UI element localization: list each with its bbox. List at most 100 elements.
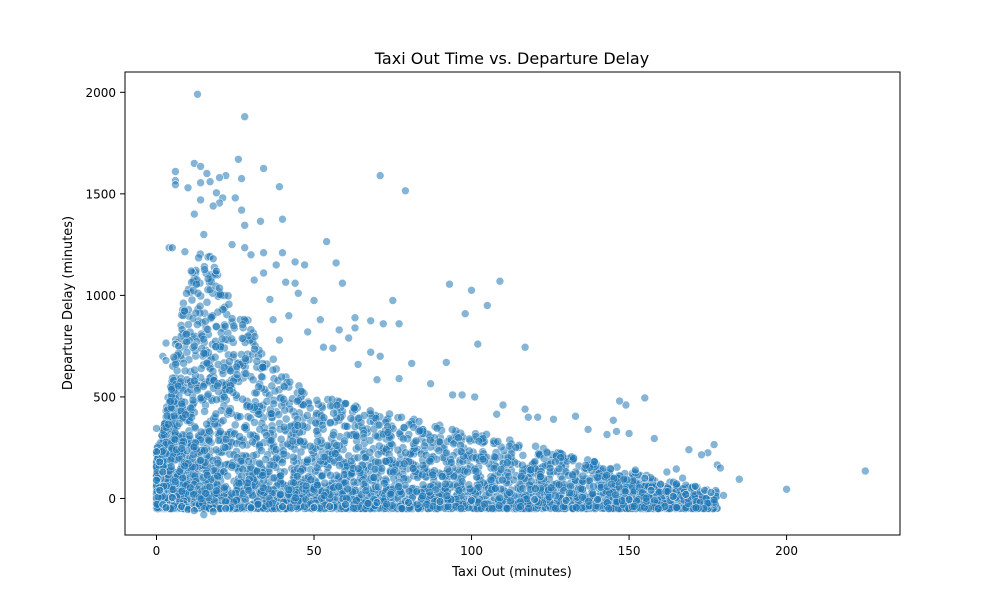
scatter-point	[561, 496, 571, 505]
dense-point	[602, 470, 611, 480]
dense-point	[629, 502, 639, 511]
scatter-point	[350, 323, 360, 333]
dense-point	[207, 313, 216, 322]
scatter-point	[366, 316, 376, 326]
dense-point	[227, 314, 237, 323]
dense-point	[464, 434, 474, 444]
dense-point	[190, 423, 200, 433]
dense-point	[180, 306, 189, 316]
dense-point	[218, 416, 228, 425]
scatter-point	[215, 173, 224, 182]
scatter-point	[259, 164, 268, 173]
dense-point	[215, 283, 224, 293]
dense-point	[370, 464, 380, 474]
dense-point	[200, 265, 209, 274]
scatter-point	[671, 464, 681, 474]
dense-point	[518, 484, 528, 493]
dense-point	[568, 470, 577, 479]
dense-point	[522, 494, 532, 504]
dense-point	[326, 471, 335, 480]
scatter-point	[624, 429, 634, 438]
dense-point	[220, 443, 230, 452]
dense-point	[201, 489, 210, 498]
scatter-point	[498, 400, 508, 410]
scatter-point	[259, 268, 268, 278]
dense-point	[190, 341, 199, 351]
scatter-point	[180, 247, 190, 256]
dense-point	[296, 447, 306, 457]
dense-point	[170, 435, 180, 444]
scatter-point	[467, 496, 476, 505]
scatter-point	[492, 409, 502, 419]
dense-point	[276, 434, 286, 444]
dense-point	[255, 459, 264, 468]
dense-point	[349, 403, 359, 413]
dense-point	[491, 484, 500, 493]
scatter-point	[460, 309, 470, 319]
dense-point	[208, 366, 218, 376]
dense-point	[265, 460, 275, 470]
dense-point	[199, 382, 208, 391]
dense-point	[191, 308, 201, 318]
dense-point	[504, 472, 513, 481]
dense-point	[490, 452, 499, 462]
dense-point	[241, 354, 250, 363]
dense-point	[202, 419, 211, 429]
dense-point	[526, 465, 536, 474]
dense-point	[502, 504, 512, 513]
dense-point	[516, 502, 525, 511]
y-tick-label: 1500	[85, 187, 116, 201]
scatter-point	[640, 393, 650, 403]
scatter-point	[495, 276, 505, 286]
dense-point	[279, 422, 289, 432]
dense-point	[213, 381, 222, 391]
dense-point	[346, 414, 356, 423]
dense-point	[654, 504, 663, 513]
dense-point	[373, 450, 383, 459]
dense-point	[442, 448, 451, 458]
dense-point	[584, 497, 593, 506]
scatter-point	[278, 214, 287, 224]
dense-point	[301, 481, 311, 491]
scatter-point	[237, 174, 246, 183]
dense-point	[266, 436, 276, 445]
dense-point	[171, 360, 180, 369]
scatter-point	[152, 424, 161, 433]
dense-point	[408, 464, 418, 473]
dense-point	[293, 421, 302, 430]
scatter-point	[249, 275, 259, 285]
dense-point	[292, 472, 302, 481]
dense-point	[352, 496, 361, 505]
scatter-point	[152, 475, 161, 485]
x-tick-label: 200	[775, 544, 798, 558]
scatter-point	[303, 327, 313, 337]
scatter-point	[155, 457, 164, 467]
dense-point	[503, 458, 512, 467]
dense-point	[363, 498, 373, 508]
dense-point	[351, 431, 361, 441]
dense-point	[258, 483, 268, 492]
dense-point	[382, 499, 391, 509]
dense-point	[280, 405, 289, 415]
dense-point	[211, 342, 221, 351]
dense-point	[303, 411, 312, 420]
scatter-point	[583, 425, 593, 434]
scatter-point	[212, 266, 221, 276]
dense-point	[285, 503, 295, 512]
dense-point	[227, 461, 237, 470]
scatter-point	[293, 288, 303, 298]
scatter-point	[290, 257, 300, 267]
dense-point	[188, 395, 198, 405]
scatter-point	[300, 260, 309, 270]
dense-point	[236, 456, 246, 466]
dense-point	[169, 352, 179, 362]
dense-point	[189, 442, 199, 452]
dense-point	[415, 426, 425, 435]
dense-point	[330, 449, 340, 458]
dense-point	[441, 479, 450, 489]
scatter-point	[662, 467, 672, 477]
dense-point	[456, 504, 466, 513]
dense-point	[210, 353, 220, 362]
dense-point	[184, 320, 193, 329]
dense-point	[203, 390, 213, 399]
